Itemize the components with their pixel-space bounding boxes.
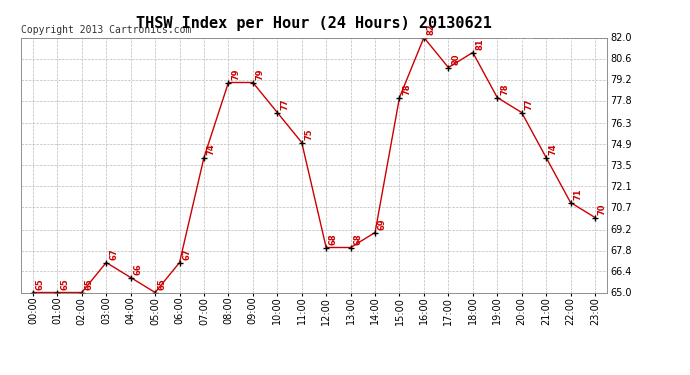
Title: THSW Index per Hour (24 Hours) 20130621: THSW Index per Hour (24 Hours) 20130621 bbox=[136, 16, 492, 31]
Text: 82: 82 bbox=[426, 23, 435, 35]
Text: 71: 71 bbox=[573, 188, 582, 200]
Text: 78: 78 bbox=[402, 83, 411, 95]
Text: 79: 79 bbox=[231, 68, 240, 80]
Text: 65: 65 bbox=[36, 278, 45, 290]
Text: 77: 77 bbox=[524, 98, 533, 110]
Text: 77: 77 bbox=[280, 98, 289, 110]
Text: 68: 68 bbox=[353, 233, 362, 245]
Text: 67: 67 bbox=[109, 248, 118, 260]
Text: 67: 67 bbox=[182, 248, 191, 260]
Text: 65: 65 bbox=[60, 278, 69, 290]
Text: 79: 79 bbox=[255, 68, 265, 80]
Text: 75: 75 bbox=[304, 128, 313, 140]
Text: 65: 65 bbox=[85, 278, 94, 290]
Text: 74: 74 bbox=[549, 143, 558, 155]
Text: 78: 78 bbox=[500, 83, 509, 95]
Text: Copyright 2013 Cartronics.com: Copyright 2013 Cartronics.com bbox=[21, 25, 191, 35]
Text: 66: 66 bbox=[133, 263, 142, 275]
Text: 65: 65 bbox=[158, 278, 167, 290]
Text: 68: 68 bbox=[329, 233, 338, 245]
Text: 81: 81 bbox=[475, 38, 484, 50]
Text: 69: 69 bbox=[378, 218, 387, 230]
Text: 74: 74 bbox=[207, 143, 216, 155]
Text: 80: 80 bbox=[451, 53, 460, 65]
Text: 70: 70 bbox=[598, 203, 607, 215]
